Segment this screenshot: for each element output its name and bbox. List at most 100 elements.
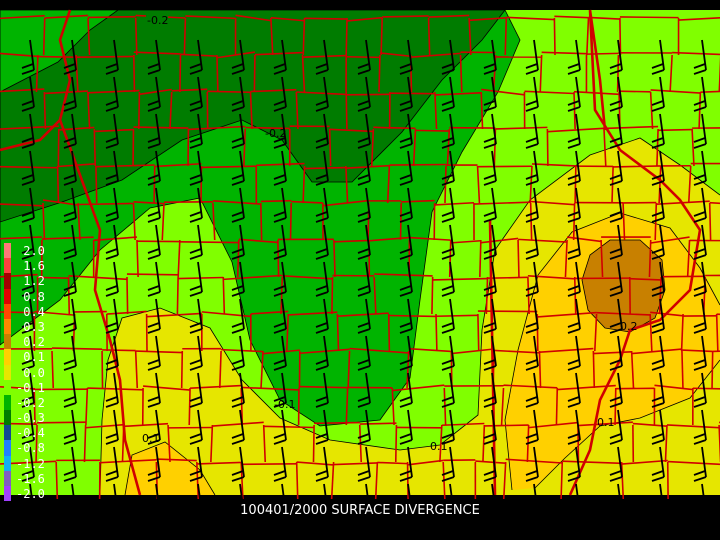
county-line — [210, 424, 214, 463]
wind-barb — [21, 335, 35, 371]
wind-barb — [147, 298, 161, 334]
county-line — [51, 347, 103, 351]
county-line — [322, 199, 369, 207]
wind-barb — [357, 187, 371, 223]
legend-swatch — [4, 288, 11, 304]
county-line — [212, 421, 264, 427]
wind-barb — [147, 372, 161, 408]
county-line — [218, 350, 222, 389]
wind-barb — [525, 298, 539, 334]
county-line — [296, 461, 334, 466]
county-line — [331, 276, 334, 315]
county-line — [243, 128, 246, 167]
county-line — [484, 424, 529, 427]
wind-barb — [315, 372, 329, 408]
county-line — [345, 387, 349, 426]
contour-label: -0.2 — [147, 14, 168, 27]
county-line — [167, 424, 171, 463]
wind-barb — [483, 187, 497, 223]
county-line — [180, 53, 217, 57]
county-line — [42, 17, 46, 56]
wind-barb — [693, 335, 707, 371]
county-line — [603, 125, 659, 130]
legend-entry: 0.3 — [4, 318, 64, 335]
wind-barb — [63, 261, 77, 297]
wind-barb — [357, 483, 371, 519]
county-line — [0, 14, 45, 20]
county-line — [260, 350, 264, 389]
county-line — [650, 236, 690, 244]
wind-barb — [231, 372, 245, 408]
county-line — [345, 165, 349, 204]
county-line — [288, 311, 338, 316]
legend-label: -0.2 — [16, 395, 45, 410]
county-line — [692, 387, 720, 390]
county-line — [594, 313, 598, 352]
county-line — [126, 273, 179, 276]
wind-barb — [483, 39, 497, 75]
wind-barb — [609, 446, 623, 482]
county-line — [216, 54, 219, 93]
wind-barb — [609, 298, 623, 334]
legend-label: -0.3 — [16, 411, 45, 426]
contour-label: 0.1 — [597, 416, 615, 429]
wind-barb — [441, 483, 455, 519]
county-line — [409, 236, 451, 241]
wind-barb — [399, 372, 413, 408]
legend-label: 0.8 — [16, 289, 45, 304]
county-line — [574, 165, 577, 204]
county-line — [161, 202, 165, 241]
wind-barb — [525, 39, 539, 75]
county-line — [295, 91, 299, 130]
county-line — [380, 17, 383, 56]
county-line — [377, 461, 408, 465]
wind-barb — [273, 446, 287, 482]
wind-barb — [105, 113, 119, 149]
wind-barb — [693, 39, 707, 75]
wind-barb — [651, 298, 665, 334]
wind-barb — [357, 298, 371, 334]
legend-swatch — [4, 334, 11, 350]
wind-barb — [105, 409, 119, 445]
county-line — [517, 239, 520, 278]
county-line — [329, 128, 374, 133]
county-line — [394, 424, 398, 463]
wind-barb — [483, 113, 497, 149]
legend-entry: -0.1 — [4, 379, 64, 395]
county-line — [382, 15, 429, 18]
county-line — [177, 239, 181, 278]
legend-label: -0.8 — [16, 441, 45, 456]
county-line — [212, 202, 216, 241]
wind-barb — [63, 187, 77, 223]
county-line — [41, 236, 94, 240]
wind-barb — [21, 409, 35, 445]
wind-barb — [525, 446, 539, 482]
county-line — [188, 125, 246, 131]
county-line — [156, 458, 197, 462]
wind-barbs — [21, 39, 707, 519]
wind-barb — [189, 446, 203, 482]
legend-entry: 0.4 — [4, 303, 64, 319]
wind-barb — [609, 261, 623, 297]
wind-barb — [147, 39, 161, 75]
county-line — [333, 462, 378, 466]
contour-label: 0.1 — [142, 432, 160, 445]
color-legend: 2.0 1.6 1.2 0.8 0.4 0.3 0.2 0.1 0.0 -0.1-… — [4, 243, 64, 502]
wind-barb — [525, 150, 539, 186]
county-line — [87, 89, 140, 94]
county-line — [241, 386, 299, 391]
wind-barb — [525, 483, 539, 519]
legend-label: -0.1 — [16, 380, 45, 395]
wind-barb — [315, 298, 329, 334]
wind-barb — [273, 113, 287, 149]
county-line — [560, 461, 564, 500]
wind-barb — [315, 150, 329, 186]
county-line — [347, 350, 351, 389]
wind-barb — [21, 150, 35, 186]
wind-barb — [273, 298, 287, 334]
county-line — [481, 88, 525, 96]
wind-barb — [609, 372, 623, 408]
county-line — [285, 313, 290, 352]
legend-label: 0.1 — [16, 350, 45, 365]
wind-barb — [231, 187, 245, 223]
